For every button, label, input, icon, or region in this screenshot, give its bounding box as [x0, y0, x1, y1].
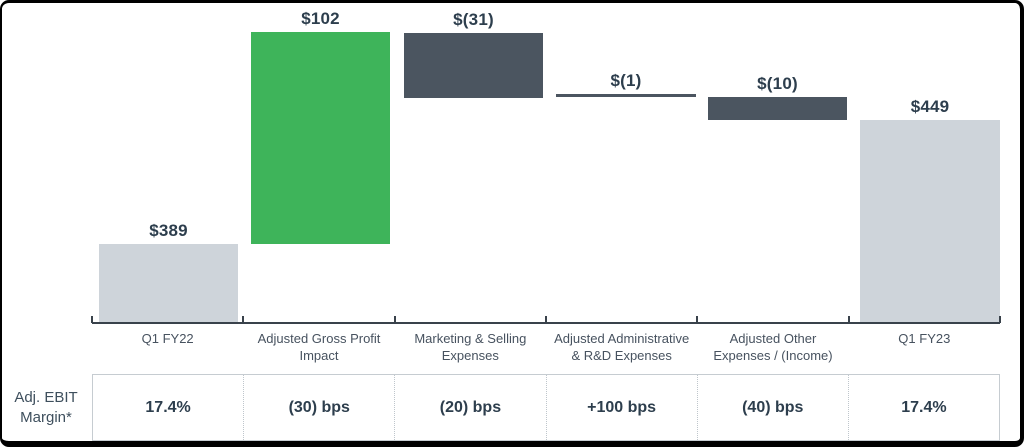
x-axis-line — [92, 322, 1000, 324]
axis-tick — [999, 316, 1001, 323]
category-label-adjusted-gross-profit-impact: Adjusted Gross Profit Impact — [257, 331, 381, 363]
bar-value-label: $102 — [301, 9, 340, 28]
axis-tick — [848, 316, 850, 323]
margin-value-cell-adjusted-other-expenses-income: (40) bps — [696, 375, 848, 440]
margin-value-cell-marketing-selling-expenses: (20) bps — [394, 375, 545, 440]
axis-tick — [242, 316, 244, 323]
bar-value-label: $(10) — [757, 74, 798, 93]
category-label-marketing-selling-expenses: Marketing & Selling Expenses — [414, 331, 527, 363]
bar-value-label: $(31) — [453, 10, 494, 29]
category-label-adjusted-other-expenses-income: Adjusted Other Expenses / (Income) — [713, 331, 833, 363]
axis-tick — [394, 316, 396, 323]
category-label-q1-fy22: Q1 FY22 — [141, 331, 194, 346]
bar-adjusted-administrative-r-d-expenses — [556, 94, 696, 97]
bar-marketing-selling-expenses — [404, 33, 543, 98]
category-label-adjusted-administrative-r-d-expenses: Adjusted Administrative & R&D Expenses — [554, 331, 690, 363]
margin-value-cell-q1-fy23: 17.4% — [847, 375, 999, 440]
margin-row-header: Adj. EBIT Margin* — [14, 388, 78, 426]
bar-q1-fy22 — [99, 244, 238, 323]
bar-value-label: $449 — [910, 97, 950, 116]
axis-tick — [545, 316, 547, 323]
margin-value-cell-adjusted-administrative-r-d-expenses: +100 bps — [545, 375, 697, 440]
category-label-q1-fy23: Q1 FY23 — [898, 331, 951, 346]
bar-adjusted-gross-profit-impact — [251, 32, 390, 244]
axis-tick — [91, 316, 93, 323]
axis-tick — [696, 316, 698, 323]
bar-q1-fy23 — [860, 120, 1000, 323]
margin-value-cell-adjusted-gross-profit-impact: (30) bps — [243, 375, 394, 440]
margin-value-cell-q1-fy22: 17.4% — [145, 398, 191, 416]
margin-table: 17.4% (30) bps (20) bps +100 bps (40) bps 17.… — [92, 374, 1000, 441]
ebit-waterfall-chart: $389 $102 $(31) $(1) $(10) $449 Q1 FY22 Adjust… — [2, 3, 1020, 441]
bar-adjusted-other-expenses-income — [708, 97, 847, 120]
bar-value-label: $389 — [149, 221, 188, 240]
bar-value-label: $(1) — [610, 71, 642, 90]
